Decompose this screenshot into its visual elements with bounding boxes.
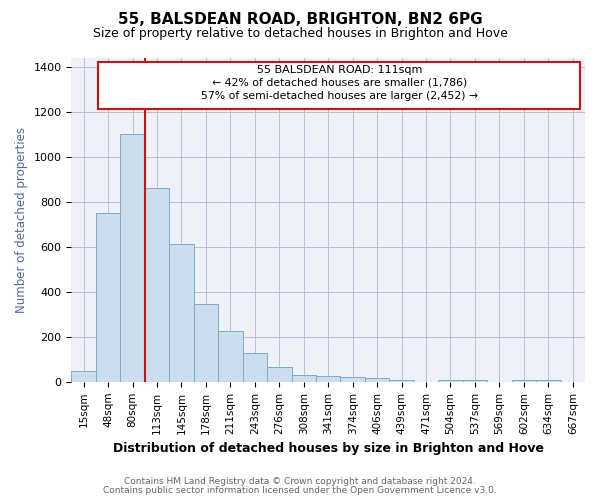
Bar [316, 376, 340, 382]
Bar [98, 62, 580, 110]
Text: 57% of semi-detached houses are larger (2,452) →: 57% of semi-detached houses are larger (… [200, 91, 478, 101]
Bar [365, 378, 389, 382]
X-axis label: Distribution of detached houses by size in Brighton and Hove: Distribution of detached houses by size … [113, 442, 544, 455]
Text: Size of property relative to detached houses in Brighton and Hove: Size of property relative to detached ho… [92, 28, 508, 40]
Bar [218, 331, 242, 382]
Bar [463, 380, 487, 382]
Bar [292, 375, 316, 382]
Bar [169, 244, 194, 382]
Bar [96, 213, 121, 382]
Bar [536, 380, 560, 382]
Bar [389, 380, 414, 382]
Bar [121, 134, 145, 382]
Bar [145, 188, 169, 382]
Bar [267, 367, 292, 382]
Bar [438, 380, 463, 382]
Text: Contains HM Land Registry data © Crown copyright and database right 2024.: Contains HM Land Registry data © Crown c… [124, 477, 476, 486]
Y-axis label: Number of detached properties: Number of detached properties [15, 126, 28, 312]
Bar [340, 378, 365, 382]
Text: 55 BALSDEAN ROAD: 111sqm: 55 BALSDEAN ROAD: 111sqm [257, 65, 422, 75]
Bar [71, 370, 96, 382]
Bar [242, 352, 267, 382]
Text: ← 42% of detached houses are smaller (1,786): ← 42% of detached houses are smaller (1,… [212, 78, 467, 88]
Bar [512, 380, 536, 382]
Text: Contains public sector information licensed under the Open Government Licence v3: Contains public sector information licen… [103, 486, 497, 495]
Text: 55, BALSDEAN ROAD, BRIGHTON, BN2 6PG: 55, BALSDEAN ROAD, BRIGHTON, BN2 6PG [118, 12, 482, 28]
Bar [194, 304, 218, 382]
